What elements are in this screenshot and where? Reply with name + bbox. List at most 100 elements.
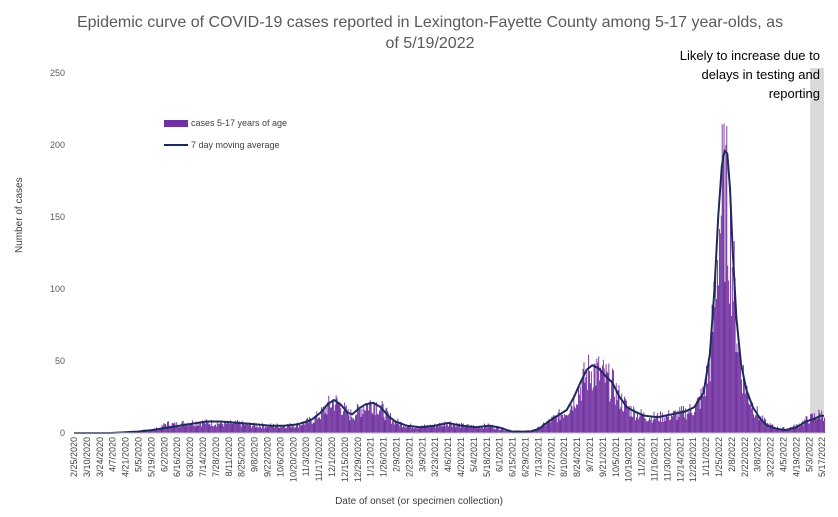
case-bar [652, 420, 654, 433]
case-bar [365, 410, 367, 433]
case-bar [714, 307, 716, 433]
case-bar [542, 424, 543, 433]
case-bar [202, 422, 204, 433]
case-bar [656, 415, 658, 433]
case-bar [454, 423, 456, 433]
chart-title-line2: of 5/19/2022 [385, 35, 475, 52]
legend-cases-label: cases 5-17 years of age [191, 118, 288, 128]
case-bar [495, 426, 497, 433]
x-tick-label: 11/30/2021 [662, 437, 672, 481]
case-bar [613, 370, 614, 433]
case-bar [490, 425, 492, 433]
x-tick-label: 7/27/2021 [546, 437, 556, 477]
case-bar [182, 420, 184, 433]
case-bar [633, 406, 635, 433]
case-bar [779, 429, 781, 433]
case-bar [636, 417, 637, 433]
case-bar [157, 428, 159, 433]
case-bar [334, 404, 336, 433]
case-bar [193, 425, 195, 433]
case-bar [654, 418, 656, 433]
case-bar [788, 427, 790, 433]
case-bar [698, 396, 700, 433]
case-bar [766, 422, 768, 433]
case-bar [373, 403, 375, 433]
case-bar [660, 421, 662, 433]
case-bar [169, 427, 171, 433]
case-bar [223, 426, 225, 433]
case-bar [767, 423, 769, 433]
chart-legend: cases 5-17 years of age 7 day moving ave… [164, 116, 287, 160]
case-bar [481, 426, 483, 433]
case-bar [344, 406, 346, 433]
case-bar [728, 280, 730, 433]
case-bar [216, 422, 218, 433]
case-bar [249, 423, 251, 433]
case-bar [180, 423, 182, 433]
case-bar [822, 416, 824, 433]
case-bar [420, 427, 422, 433]
case-bar [305, 421, 307, 433]
case-bar [411, 428, 413, 433]
case-bar [271, 425, 273, 433]
case-bar [588, 354, 590, 433]
case-bar [224, 420, 226, 433]
case-bar [295, 427, 297, 433]
y-tick-label: 0 [60, 428, 65, 438]
case-bar [422, 426, 424, 433]
case-bar [678, 416, 680, 433]
case-bar [442, 426, 444, 433]
case-bar [340, 408, 342, 433]
case-bar [212, 426, 214, 433]
case-bar [437, 426, 439, 433]
case-bar [402, 427, 403, 433]
case-bar [380, 405, 382, 433]
x-tick-label: 2/22/2022 [740, 437, 750, 477]
case-bar [561, 414, 563, 433]
case-bar [774, 426, 776, 433]
case-bar [706, 383, 708, 433]
case-bar [202, 420, 203, 433]
case-bar [677, 410, 679, 433]
case-bar [688, 413, 690, 433]
case-bar [680, 411, 682, 433]
case-bar [769, 423, 771, 433]
case-bar [430, 427, 432, 433]
case-bar [173, 423, 175, 433]
case-bar [290, 427, 292, 433]
x-tick-label: 12/14/2021 [675, 437, 685, 482]
case-bar [191, 420, 193, 433]
case-bar [665, 415, 667, 433]
case-bar [700, 388, 702, 433]
case-bar [456, 422, 458, 433]
case-bar [402, 425, 404, 433]
case-bar [634, 409, 636, 433]
case-bar [262, 425, 264, 433]
case-bar [703, 396, 705, 433]
case-bar [264, 426, 266, 433]
case-bar [462, 423, 464, 433]
case-bar [265, 427, 267, 433]
case-bar [552, 416, 554, 433]
case-bar [360, 416, 362, 433]
case-bar [816, 419, 818, 433]
case-bar [377, 413, 379, 433]
case-bar [160, 429, 162, 433]
case-bar [758, 420, 760, 433]
case-bar [446, 423, 448, 433]
case-bar [486, 427, 488, 433]
case-bar [179, 426, 180, 433]
case-bar [448, 426, 449, 433]
case-bar [324, 413, 326, 433]
case-bar [548, 418, 550, 433]
case-bar [729, 303, 731, 433]
case-bar [329, 402, 331, 433]
case-bar [418, 428, 420, 433]
case-bar [178, 427, 180, 433]
case-bar [726, 126, 728, 433]
case-bar [587, 389, 589, 433]
case-bar [772, 424, 774, 433]
case-bar [708, 362, 710, 433]
case-bar [438, 422, 440, 433]
x-tick-label: 5/3/2022 [804, 437, 814, 472]
